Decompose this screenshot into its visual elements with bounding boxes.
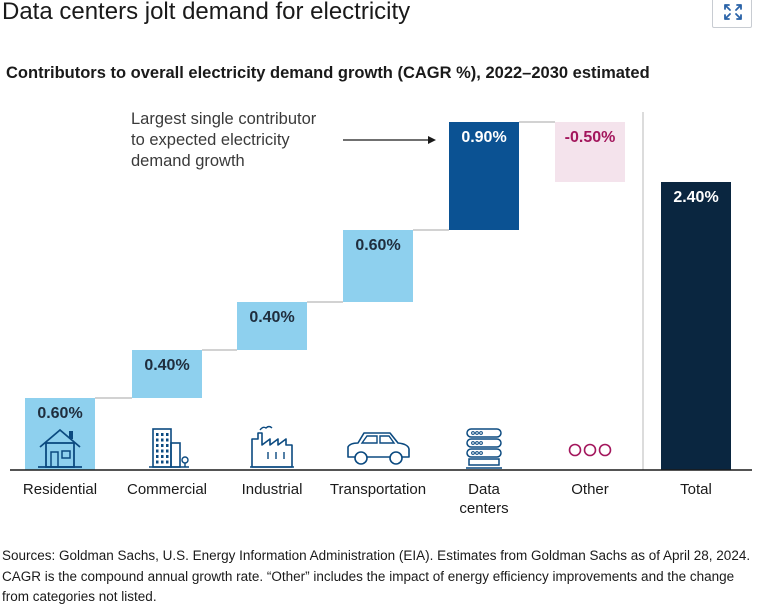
annotation-text: to expected electricity bbox=[131, 131, 290, 149]
value-label: 0.40% bbox=[144, 357, 189, 374]
expand-arrows-icon bbox=[724, 4, 742, 20]
value-label: 0.60% bbox=[355, 237, 400, 254]
category-label: Data bbox=[468, 481, 500, 498]
bar-other bbox=[555, 122, 625, 182]
bar-transportation bbox=[343, 230, 413, 302]
ellipsis-circles-icon bbox=[568, 443, 612, 457]
office-building-icon bbox=[149, 428, 189, 468]
annotation-text: Largest single contributor bbox=[131, 110, 317, 128]
server-stack-icon bbox=[466, 428, 502, 469]
bar-data bbox=[449, 122, 519, 230]
category-label: centers bbox=[459, 500, 508, 517]
factory-icon bbox=[250, 425, 294, 468]
chart-subtitle: Contributors to overall electricity dema… bbox=[6, 64, 650, 82]
annotation-arrowhead bbox=[428, 136, 436, 144]
bar-industrial bbox=[237, 302, 307, 350]
value-label: 0.60% bbox=[37, 405, 82, 422]
value-label: 0.40% bbox=[249, 309, 294, 326]
category-label: Residential bbox=[23, 481, 97, 498]
category-label: Transportation bbox=[330, 481, 426, 498]
category-label: Total bbox=[680, 481, 712, 498]
category-label: Other bbox=[571, 481, 609, 498]
expand-button[interactable] bbox=[712, 0, 752, 28]
car-icon bbox=[347, 432, 410, 465]
bar-total bbox=[661, 182, 731, 470]
value-label: 0.90% bbox=[461, 129, 506, 146]
house-icon bbox=[38, 428, 82, 468]
category-label: Commercial bbox=[127, 481, 207, 498]
waterfall-chart: 0.60% 0.40% 0.40% 0.60% 0.90% -0.50% 2.40% Resi… bbox=[10, 110, 752, 517]
value-label: -0.50% bbox=[565, 129, 616, 146]
bar-commercial bbox=[132, 350, 202, 398]
page-title: Data centers jolt demand for electricity bbox=[2, 0, 411, 25]
bar-residential bbox=[25, 398, 95, 470]
category-label: Industrial bbox=[242, 481, 303, 498]
annotation-text: demand growth bbox=[131, 152, 245, 170]
source-footnote: Sources: Goldman Sachs, U.S. Energy Info… bbox=[2, 548, 751, 604]
value-label: 2.40% bbox=[673, 189, 718, 206]
